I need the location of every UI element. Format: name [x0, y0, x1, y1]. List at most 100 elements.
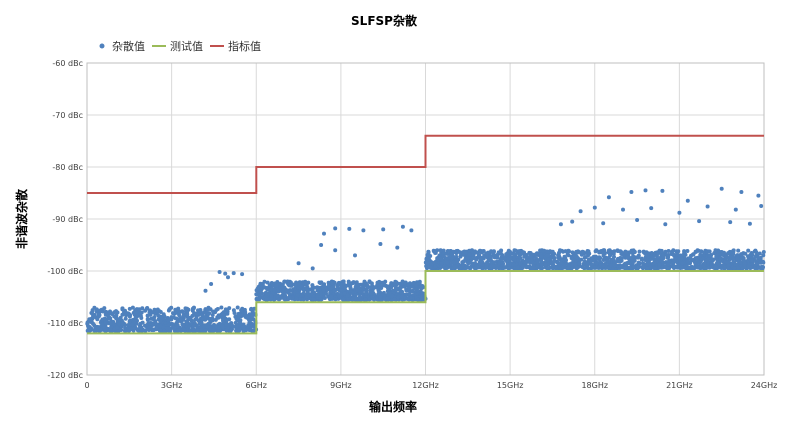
scatter-point	[320, 285, 325, 289]
legend-label-spec: 指标值	[228, 39, 261, 53]
scatter-point	[130, 305, 135, 310]
scatter-point	[577, 261, 582, 266]
scatter-point	[176, 309, 181, 314]
scatter-point	[342, 286, 347, 290]
scatter-point	[655, 254, 659, 258]
scatter-point	[670, 249, 675, 254]
scatter-point	[151, 328, 156, 333]
scatter-point	[606, 259, 611, 264]
scatter-point	[264, 297, 269, 302]
scatter-point	[478, 256, 483, 261]
legend-item-spec[interactable]: 指标值	[210, 39, 261, 53]
scatter-point	[319, 280, 324, 285]
scatter-point	[85, 320, 90, 325]
scatter-point	[458, 265, 463, 270]
scatter-point	[126, 323, 131, 328]
legend-item-scatter[interactable]: 杂散值	[99, 39, 146, 53]
scatter-point	[619, 256, 624, 261]
scatter-point	[746, 248, 751, 253]
scatter-point	[133, 315, 138, 320]
scatter-point	[367, 297, 372, 302]
scatter-point	[92, 328, 97, 333]
legend-marker-scatter	[99, 43, 105, 49]
scatter-point	[229, 323, 234, 328]
scatter-point	[411, 281, 416, 286]
scatter-point	[490, 250, 495, 254]
scatter-point	[575, 265, 580, 270]
scatter-point	[615, 248, 620, 253]
scatter-point	[202, 323, 207, 328]
scatter-point	[502, 265, 507, 270]
scatter-point	[631, 264, 636, 269]
scatter-point	[299, 284, 304, 289]
scatter-point	[150, 310, 155, 315]
scatter-point	[240, 272, 245, 277]
scatter-point	[598, 256, 603, 261]
scatter-point	[231, 308, 236, 313]
scatter-point	[370, 284, 375, 289]
scatter-point	[685, 198, 690, 203]
scatter-point	[123, 316, 128, 321]
scatter-point	[288, 292, 292, 297]
scatter-point	[272, 287, 277, 292]
scatter-point	[529, 266, 534, 271]
scatter-point	[725, 255, 730, 260]
scatter-point	[732, 266, 737, 271]
scatter-point	[400, 224, 405, 229]
scatter-point	[341, 297, 346, 302]
legend-item-test[interactable]: 测试值	[152, 40, 203, 53]
scatter-point	[736, 266, 741, 271]
scatter-point	[210, 318, 215, 323]
scatter-point	[409, 295, 413, 300]
scatter-point	[680, 265, 685, 270]
scatter-point	[726, 263, 731, 268]
scatter-point	[387, 291, 392, 296]
scatter-point	[538, 251, 543, 256]
scatter-point	[127, 319, 132, 324]
scatter-point	[479, 249, 484, 254]
scatter-point	[140, 327, 145, 332]
scatter-point	[138, 314, 143, 318]
scatter-point	[347, 281, 352, 285]
scatter-point	[649, 251, 654, 255]
scatter-point	[758, 266, 763, 271]
scatter-point	[647, 262, 652, 267]
scatter-point	[178, 316, 183, 321]
scatter-point	[362, 279, 367, 284]
scatter-point	[137, 326, 142, 331]
scatter-point	[462, 249, 467, 254]
scatter-point	[761, 253, 766, 258]
scatter-point	[211, 309, 215, 314]
scatter-point	[98, 308, 103, 313]
scatter-point	[158, 328, 163, 333]
x-tick-label: 6GHz	[245, 381, 267, 390]
scatter-point	[674, 259, 679, 264]
scatter-point	[197, 308, 201, 313]
scatter-point	[258, 283, 263, 288]
x-tick-label: 12GHz	[412, 381, 439, 390]
scatter-point	[87, 325, 92, 330]
scatter-point	[697, 260, 702, 265]
scatter-point	[492, 264, 497, 269]
scatter-point	[376, 288, 381, 293]
scatter-point	[166, 319, 171, 323]
scatter-point	[416, 297, 420, 302]
scatter-point	[709, 257, 714, 262]
scatter-point	[389, 285, 394, 290]
scatter-point	[699, 264, 704, 269]
scatter-point	[94, 307, 99, 312]
scatter-point	[663, 264, 668, 269]
scatter-point	[750, 258, 754, 263]
scatter-point	[546, 257, 550, 262]
scatter-point	[223, 271, 228, 276]
scatter-point	[428, 265, 433, 270]
scatter-point	[250, 314, 254, 319]
scatter-point	[607, 266, 612, 271]
scatter-point	[707, 253, 712, 258]
scatter-point	[381, 281, 386, 286]
scatter-point	[535, 258, 540, 263]
scatter-point	[433, 264, 438, 269]
scatter-point	[718, 256, 723, 261]
scatter-point	[570, 262, 574, 267]
scatter-point	[731, 260, 736, 264]
